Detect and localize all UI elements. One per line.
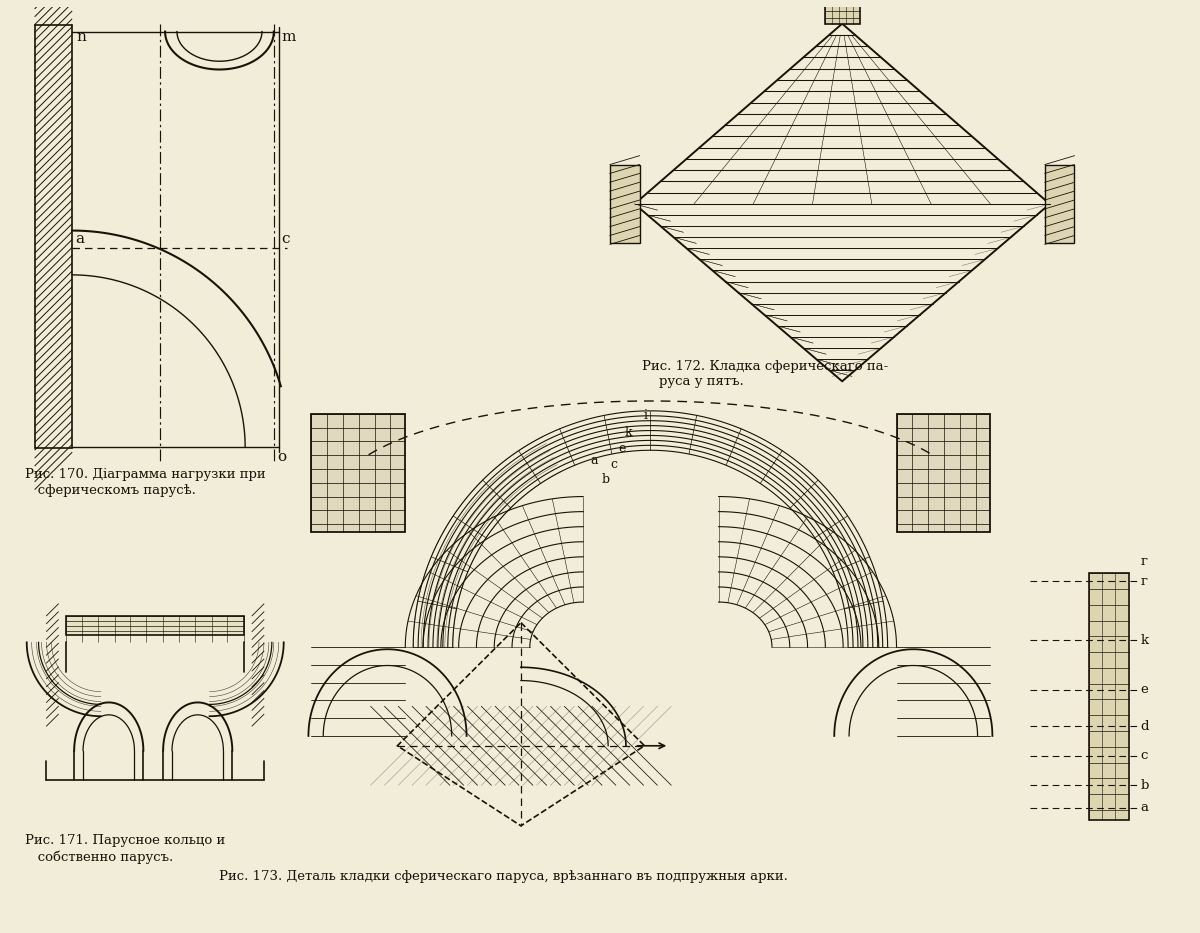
Text: c: c [1141, 749, 1148, 762]
Text: Рис. 173. Деталь кладки сферическаго паруса, врѣзаннаго въ подпружныя арки.: Рис. 173. Деталь кладки сферическаго пар… [220, 870, 788, 883]
Text: e: e [1141, 683, 1148, 696]
Text: Рис. 172. Кладка сферическаго па-: Рис. 172. Кладка сферическаго па- [642, 359, 888, 372]
Text: k: k [1141, 634, 1148, 647]
Text: k: k [625, 426, 632, 439]
Polygon shape [1045, 164, 1074, 244]
Polygon shape [610, 164, 640, 244]
Text: e: e [618, 441, 625, 454]
Text: руса у пятъ.: руса у пятъ. [642, 375, 743, 388]
Text: г: г [1141, 555, 1147, 568]
Bar [66, 616, 244, 635]
Text: b: b [601, 473, 610, 486]
Text: собственно парусъ.: собственно парусъ. [25, 850, 173, 864]
Text: b: b [1141, 779, 1150, 792]
Text: a: a [76, 232, 84, 246]
Text: сферическомъ парусѣ.: сферическомъ парусѣ. [25, 483, 196, 496]
Text: a: a [1141, 801, 1148, 815]
Text: Рис. 170. Дiаграмма нагрузки при: Рис. 170. Дiаграмма нагрузки при [25, 468, 265, 481]
Text: i: i [643, 410, 648, 423]
Text: o: o [277, 451, 286, 465]
Text: Рис. 171. Парусное кольцо и: Рис. 171. Парусное кольцо и [25, 834, 224, 847]
Text: c: c [282, 232, 290, 246]
Text: a: a [590, 453, 598, 466]
Bar [311, 414, 406, 532]
Bar [826, 4, 860, 23]
Text: г: г [1141, 575, 1147, 588]
Text: c: c [611, 457, 618, 470]
Text: d: d [1141, 719, 1150, 732]
Text: n: n [76, 30, 86, 44]
Text: m: m [282, 30, 296, 44]
Bar [896, 414, 990, 532]
Bar [1090, 574, 1129, 820]
